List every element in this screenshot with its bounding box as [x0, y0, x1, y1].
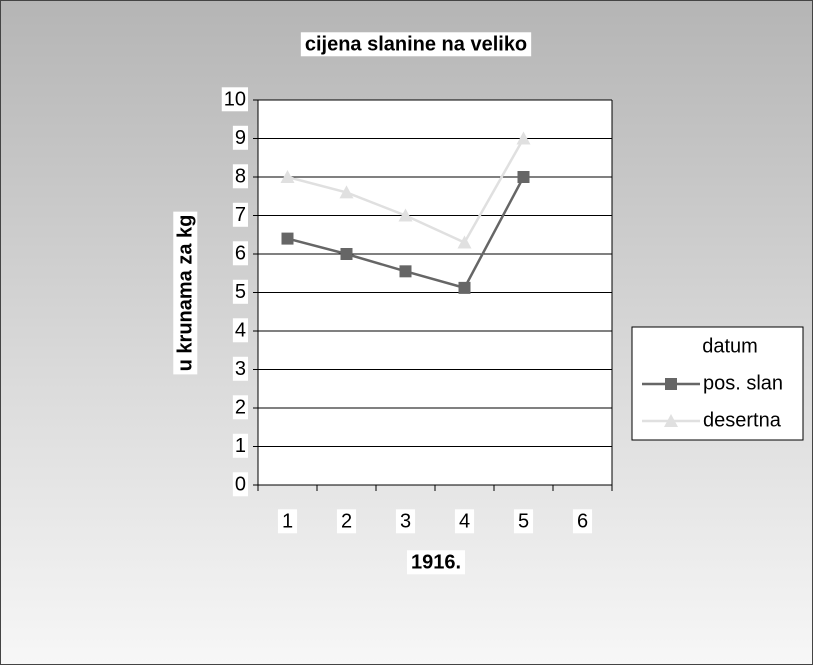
y-tick-label-box	[221, 87, 248, 112]
y-tick-label: 7	[235, 204, 246, 226]
marker	[517, 171, 530, 183]
marker	[664, 414, 678, 427]
x-tick-label-box	[513, 509, 534, 534]
y-tick-label-box	[232, 433, 248, 458]
marker	[516, 131, 531, 145]
marker	[280, 170, 295, 183]
chart-title-box	[300, 32, 532, 57]
x-tick-label-box	[454, 509, 475, 534]
marker	[457, 235, 472, 249]
x-tick-label: 3	[400, 510, 411, 532]
y-tick-label-box	[232, 241, 248, 266]
y-tick-label-box	[232, 318, 248, 343]
y-tick-label: 6	[235, 242, 246, 264]
y-tick-label: 5	[235, 281, 246, 303]
marker	[340, 248, 353, 260]
legend-label: desertna	[703, 409, 782, 431]
y-tick-label: 10	[224, 88, 246, 110]
x-axis-title-box	[406, 550, 466, 575]
x-tick-label: 4	[459, 510, 470, 532]
x-tick-label-box	[572, 509, 593, 534]
marker	[398, 208, 413, 222]
y-tick-label-box	[232, 395, 248, 420]
y-tick-label-box	[232, 202, 248, 227]
x-axis-title: 1916.	[411, 551, 461, 573]
x-tick-label: 6	[577, 510, 588, 532]
marker	[399, 265, 412, 278]
x-tick-label: 5	[518, 510, 529, 532]
y-tick-label: 0	[235, 473, 246, 495]
y-tick-label-box	[232, 279, 248, 304]
x-tick-label-box	[336, 509, 357, 534]
marker	[281, 232, 294, 245]
y-tick-label-box	[232, 472, 248, 497]
y-axis-title: u krunama za kg	[174, 215, 196, 372]
x-tick-label-box	[277, 509, 298, 534]
y-tick-label: 3	[235, 358, 246, 380]
y-axis-title-box	[173, 211, 198, 375]
x-tick-label-box	[395, 509, 416, 534]
y-tick-label-box	[232, 356, 248, 381]
legend-label: pos. slan	[703, 372, 783, 394]
legend-title: datum	[702, 335, 758, 357]
marker	[665, 378, 677, 390]
y-tick-label: 1	[235, 435, 246, 457]
y-tick-label: 4	[235, 319, 246, 341]
marker	[458, 281, 471, 294]
y-tick-label: 9	[235, 127, 246, 149]
x-tick-label: 2	[341, 510, 352, 532]
y-tick-label: 8	[235, 165, 246, 187]
y-tick-label-box	[232, 164, 248, 189]
chart-title: cijena slanine na veliko	[305, 33, 527, 55]
x-tick-label: 1	[282, 510, 293, 532]
marker	[339, 185, 354, 199]
y-tick-label-box	[232, 125, 248, 150]
y-tick-label: 2	[235, 396, 246, 418]
